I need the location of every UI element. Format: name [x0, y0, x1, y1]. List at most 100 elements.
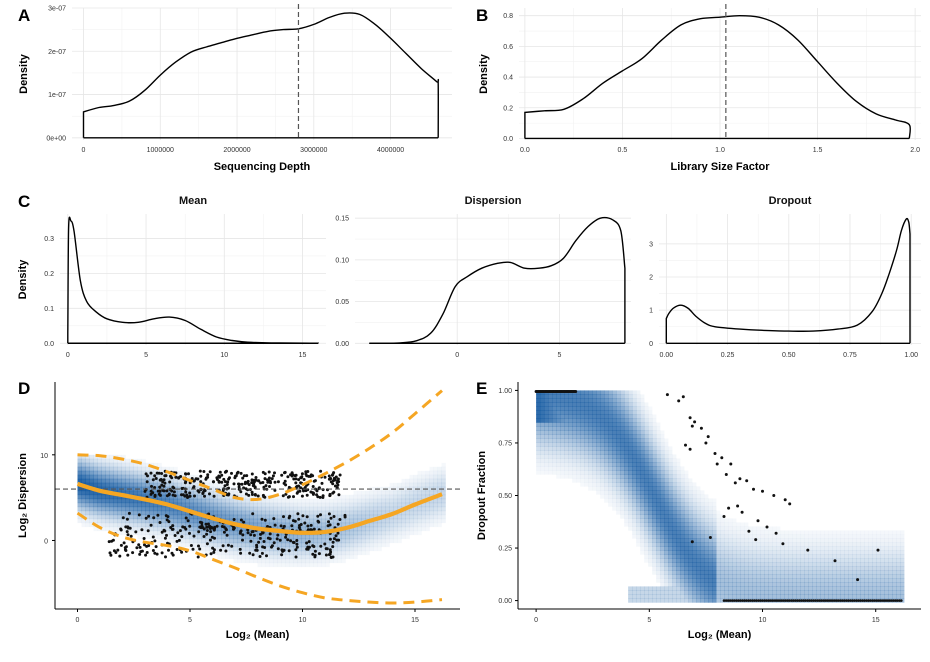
data-point: [763, 599, 767, 602]
density-cell: [740, 562, 745, 567]
density-cell: [289, 502, 294, 508]
data-point: [751, 599, 754, 602]
density-cell: [233, 542, 238, 548]
density-cell: [365, 530, 370, 536]
density-cell: [213, 530, 218, 536]
density-cell: [425, 506, 430, 512]
density-cell: [788, 554, 793, 559]
data-point: [241, 538, 244, 542]
density-cell: [213, 494, 218, 500]
data-point: [294, 473, 298, 477]
density-cell: [305, 506, 310, 512]
density-cell: [556, 458, 561, 463]
density-cell: [740, 538, 745, 543]
density-cell: [325, 550, 330, 556]
density-cell: [77, 494, 82, 500]
density-cell: [117, 462, 122, 468]
density-cell: [676, 510, 681, 515]
density-cell: [644, 494, 649, 499]
data-point: [127, 511, 131, 515]
density-cell: [736, 582, 741, 587]
density-cell: [604, 438, 609, 443]
density-cell: [800, 574, 805, 579]
density-cell: [844, 550, 849, 555]
density-cell: [365, 526, 370, 532]
density-cell: [89, 462, 94, 468]
data-point: [246, 479, 250, 483]
data-point: [806, 599, 809, 602]
density-cell: [596, 482, 601, 487]
data-point: [333, 484, 337, 488]
density-cell: [632, 506, 637, 511]
density-cell: [401, 518, 406, 524]
density-cell: [640, 454, 645, 459]
data-point: [256, 494, 260, 498]
density-cell: [233, 506, 238, 512]
density-cell: [672, 518, 677, 523]
density-cell: [676, 594, 681, 599]
density-cell: [864, 554, 869, 559]
density-cell: [828, 554, 833, 559]
data-point: [773, 599, 777, 602]
density-cell: [592, 446, 597, 451]
density-cell: [161, 518, 166, 524]
density-cell: [137, 478, 142, 484]
density-cell: [764, 534, 769, 539]
density-cell: [161, 494, 166, 500]
density-cell: [716, 530, 721, 535]
data-point: [109, 553, 113, 557]
density-cell: [429, 506, 434, 512]
density-cell: [612, 422, 617, 427]
density-cell: [157, 506, 162, 512]
density-cell: [576, 478, 581, 483]
density-cell: [437, 510, 442, 516]
density-cell: [844, 538, 849, 543]
data-point: [163, 474, 167, 478]
density-cell: [325, 510, 330, 516]
density-cell: [720, 570, 725, 575]
density-cell: [317, 506, 322, 512]
density-cell: [361, 510, 366, 516]
density-cell: [616, 394, 621, 399]
data-point: [781, 542, 785, 546]
density-cell: [604, 482, 609, 487]
density-cell: [217, 510, 222, 516]
density-cell: [548, 434, 553, 439]
density-cell: [816, 546, 821, 551]
density-cell: [792, 562, 797, 567]
density-cell: [668, 490, 673, 495]
density-cell: [329, 502, 334, 508]
density-cell: [129, 498, 134, 504]
density-cell: [97, 490, 102, 496]
density-cell: [660, 550, 665, 555]
density-cell: [644, 454, 649, 459]
density-cell: [828, 542, 833, 547]
density-cell: [413, 510, 418, 516]
density-cell: [157, 466, 162, 472]
density-cell: [872, 542, 877, 547]
density-cell: [896, 546, 901, 551]
density-cell: [393, 506, 398, 512]
density-cell: [748, 566, 753, 571]
data-point: [261, 531, 264, 535]
density-cell: [592, 482, 597, 487]
density-cell: [860, 566, 865, 571]
density-cell: [221, 502, 226, 508]
density-cell: [816, 574, 821, 579]
data-point: [167, 493, 171, 497]
density-cell: [129, 470, 134, 476]
density-cell: [680, 598, 685, 603]
data-point: [775, 599, 779, 602]
data-point: [149, 523, 153, 527]
data-point: [319, 513, 322, 517]
density-cell: [398, 539, 402, 543]
density-cell: [201, 518, 206, 524]
density-cell: [704, 498, 709, 503]
density-cell: [700, 578, 705, 583]
density-cell: [596, 398, 601, 403]
density-cell: [393, 526, 398, 532]
density-cell: [604, 410, 609, 415]
density-cell: [137, 482, 142, 488]
density-cell: [441, 462, 446, 468]
density-cell: [616, 478, 621, 483]
